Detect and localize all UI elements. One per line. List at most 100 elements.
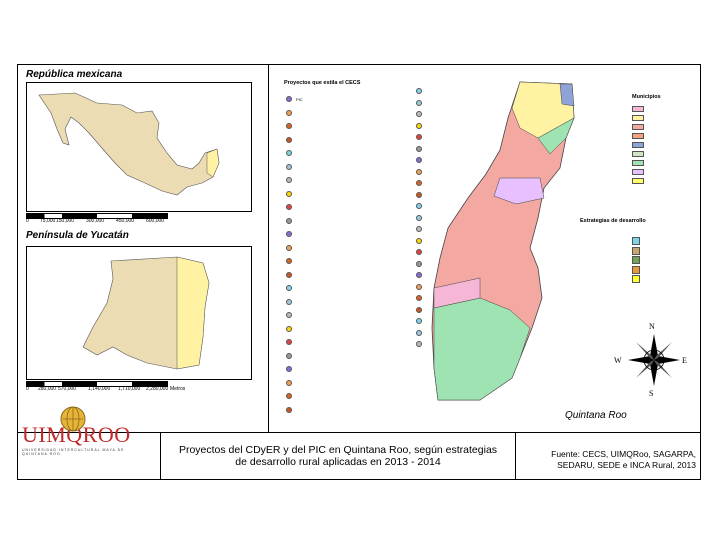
logo-subtitle: UNIVERSIDAD INTERCULTURAL MAYA DE QUINTA… [22, 448, 125, 456]
projects-legend-item [286, 123, 296, 129]
yucatan-scale-0: 0 [26, 386, 29, 392]
estrategia-swatch-icon [632, 275, 640, 283]
projects-legend-item [286, 190, 296, 197]
municipio-swatch [632, 115, 644, 121]
municipio-swatch [632, 178, 644, 184]
projects-legend-item [286, 379, 296, 386]
project-symbol-icon [416, 111, 422, 117]
projects-legend-item [416, 226, 426, 232]
compass-rose-icon [628, 334, 680, 386]
projects-legend-item [416, 99, 426, 106]
project-symbol-icon [286, 123, 292, 129]
projects-legend-item [416, 214, 426, 221]
estrategias-legend-title: Estrategias de desarrollo [580, 218, 646, 224]
project-symbol-icon [286, 339, 292, 345]
project-symbol-icon [416, 226, 422, 232]
projects-legend-item: PIC [286, 96, 303, 102]
projects-legend-item [286, 244, 296, 251]
projects-legend-item [286, 204, 296, 210]
projects-legend-item [416, 88, 426, 94]
source-divider [515, 432, 516, 480]
project-symbol-icon [416, 145, 422, 152]
project-symbol-icon [286, 150, 292, 156]
project-symbol-icon [416, 168, 422, 175]
estrategia-swatch-icon [632, 237, 640, 245]
compass-w: W [614, 356, 622, 365]
quintana-roo-highlight [206, 148, 220, 178]
projects-legend-item [416, 295, 426, 301]
mexico-scale-2: 150,000 [56, 218, 75, 224]
estrategia-swatch-icon [632, 265, 640, 274]
compass-n: N [649, 322, 655, 331]
yucatan-map-svg [82, 256, 210, 370]
projects-legend-item [416, 272, 426, 278]
municipio-bacalar [433, 277, 481, 309]
mexico-scale-3: 300,000 [86, 218, 105, 224]
project-symbol-icon [416, 134, 422, 140]
mexico-scale-5: 600,000 [146, 218, 165, 224]
projects-legend-item [416, 283, 426, 290]
left-column-divider [268, 64, 269, 432]
projects-legend-item [286, 339, 296, 345]
project-symbol-icon [416, 260, 422, 267]
municipio-cancun [559, 83, 575, 107]
projects-legend-item [416, 145, 426, 152]
project-symbol-icon [286, 204, 292, 210]
compass-e: E [682, 356, 687, 365]
project-symbol-icon [286, 109, 292, 116]
projects-legend-item [416, 249, 426, 255]
projects-legend-item [286, 406, 296, 413]
project-symbol-icon [286, 163, 292, 170]
municipio-othon [433, 297, 531, 401]
quintana-roo-state [176, 256, 210, 370]
mexico-shape [38, 92, 220, 196]
projects-legend-item [286, 271, 296, 278]
projects-legend-item [416, 180, 426, 186]
yucatan-scale-1: 280,000 [38, 386, 57, 392]
project-symbol-icon [416, 329, 422, 336]
project-symbol-icon [286, 231, 292, 237]
projects-legend-item [286, 258, 296, 264]
map-source: Fuente: CECS, UIMQRoo, SAGARPA, SEDARU, … [518, 449, 696, 471]
projects-legend-item [286, 150, 296, 156]
project-symbol-icon [286, 406, 292, 413]
project-symbol-icon [286, 379, 292, 386]
yucatan-scale-2: 570,000 [58, 386, 77, 392]
caption-line-2: de desarrollo rural aplicadas en 2013 - … [235, 456, 441, 468]
projects-legend-item [416, 191, 426, 198]
project-symbol-icon [286, 244, 292, 251]
project-symbol-icon [286, 258, 292, 264]
project-symbol-icon [286, 177, 292, 183]
projects-legend-item [286, 177, 296, 183]
estrategia-swatch-icon [632, 246, 640, 255]
projects-legend-item [286, 366, 296, 372]
projects-legend-item [286, 285, 296, 291]
mexico-inset-map [26, 82, 252, 212]
project-symbol-icon [416, 122, 422, 129]
projects-legend-title: Proyectos que estila el CECS [284, 80, 361, 86]
projects-legend-item [416, 203, 426, 209]
globe-icon [60, 406, 86, 432]
mexico-inset-title: República mexicana [26, 69, 123, 80]
project-symbol-icon [286, 136, 292, 143]
project-symbol-icon [416, 283, 422, 290]
project-symbol-icon [286, 271, 292, 278]
mexico-scale-0: 0 [26, 218, 29, 224]
source-line-1: Fuente: CECS, UIMQRoo, SAGARPA, [551, 449, 696, 459]
project-symbol-icon [286, 325, 292, 332]
projects-legend-item [286, 312, 296, 318]
yucatan-scale-3: 1,140,000 [88, 386, 111, 392]
yucatan-inset-map [26, 246, 252, 380]
project-symbol-icon [416, 99, 422, 106]
municipios-legend-title: Municipios [632, 94, 661, 100]
projects-legend-item [286, 109, 296, 116]
projects-legend-item [286, 352, 296, 359]
caption-line-1: Proyectos del CDyER y del PIC en Quintan… [178, 444, 498, 456]
municipio-swatch [632, 124, 644, 130]
projects-legend-item [416, 318, 426, 324]
yucatan-scale-units: Metros [170, 386, 186, 392]
projects-legend-item [416, 168, 426, 175]
projects-legend-item [286, 136, 296, 143]
municipio-lazaro [537, 117, 575, 155]
projects-legend-item [416, 341, 426, 347]
